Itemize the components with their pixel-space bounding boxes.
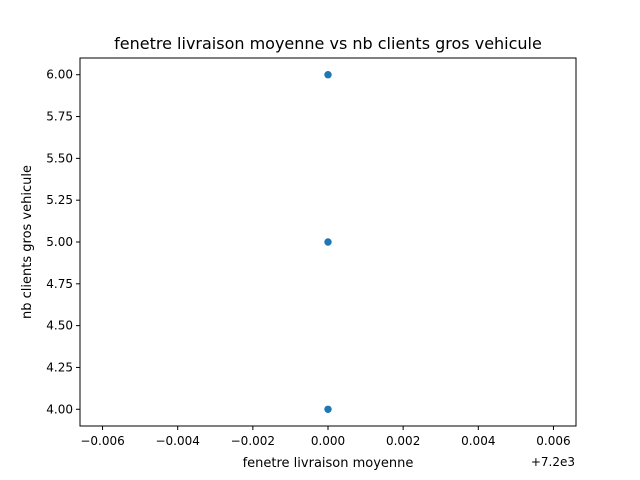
x-tick-label: −0.006 [80, 434, 124, 448]
y-tick-label: 5.75 [46, 110, 73, 124]
x-tick-label: 0.006 [536, 434, 570, 448]
x-axis-offset-label: +7.2e3 [531, 455, 575, 469]
x-axis-label: fenetre livraison moyenne [243, 456, 414, 471]
y-tick-label: 5.50 [46, 151, 73, 165]
y-axis-label: nb clients gros vehicule [20, 165, 35, 319]
data-point [324, 405, 332, 413]
x-tick-label: 0.004 [461, 434, 495, 448]
data-point [324, 238, 332, 246]
data-points [324, 71, 332, 413]
x-tick-label: −0.002 [231, 434, 275, 448]
y-tick-label: 4.25 [46, 360, 73, 374]
y-tick-label: 5.25 [46, 193, 73, 207]
y-tick-label: 5.00 [46, 235, 73, 249]
x-tick-label: 0.002 [386, 434, 420, 448]
x-tick-label: −0.004 [155, 434, 199, 448]
y-tick-label: 4.75 [46, 277, 73, 291]
x-tick-label: 0.000 [311, 434, 345, 448]
y-tick-label: 4.50 [46, 319, 73, 333]
data-point [324, 71, 332, 79]
y-tick-label: 4.00 [46, 402, 73, 416]
x-axis: −0.006 −0.004 −0.002 0.000 0.002 0.004 0.006 [80, 426, 571, 448]
chart-title: fenetre livraison moyenne vs nb clients … [114, 34, 542, 53]
y-axis: 4.00 4.25 4.50 4.75 5.00 5.25 5.50 5.75 6.00 [46, 68, 80, 416]
y-tick-label: 6.00 [46, 68, 73, 82]
